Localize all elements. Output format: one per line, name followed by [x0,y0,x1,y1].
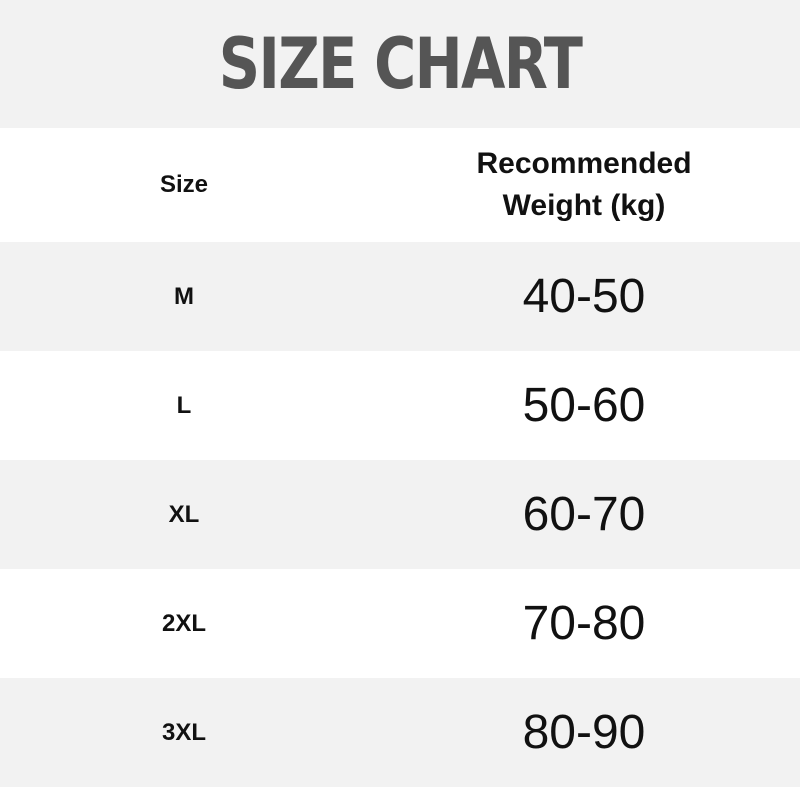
table-row: XL 60-70 [0,460,800,569]
weight-cell: 50-60 [522,379,646,432]
size-table: Size Recommended Weight (kg) M 40-50 L 5… [0,128,800,787]
table-row: M 40-50 [0,242,800,351]
table-header: Size Recommended Weight (kg) [0,128,800,242]
size-cell: 2XL [161,609,206,637]
size-cell: XL [168,500,200,528]
header-weight-line1: Recommended [476,147,692,180]
header-weight-line2: Weight (kg) [502,189,666,222]
table-row: L 50-60 [0,351,800,460]
table-row: 3XL 80-90 [0,678,800,787]
weight-cell: 70-80 [522,597,646,650]
weight-cell: 40-50 [522,270,646,323]
weight-cell: 80-90 [522,706,646,759]
size-cell: M [174,282,194,310]
page-title: SIZE CHART [218,23,583,105]
weight-cell: 60-70 [522,488,646,541]
header-size: Size [159,171,209,198]
size-cell: 3XL [161,718,206,746]
header-weight: Recommended Weight (kg) [368,143,800,227]
size-cell: L [176,391,192,419]
table-row: 2XL 70-80 [0,569,800,678]
title-band: SIZE CHART [0,0,800,128]
